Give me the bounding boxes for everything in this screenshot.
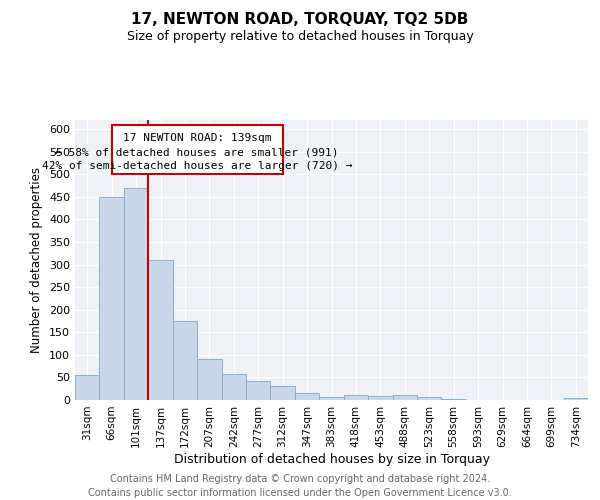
Text: 17, NEWTON ROAD, TORQUAY, TQ2 5DB: 17, NEWTON ROAD, TORQUAY, TQ2 5DB: [131, 12, 469, 28]
Bar: [563, 398, 588, 400]
Text: 42% of semi-detached houses are larger (720) →: 42% of semi-detached houses are larger (…: [42, 162, 352, 172]
Bar: [295, 393, 319, 400]
Bar: [124, 188, 148, 400]
X-axis label: Distribution of detached houses by size in Torquay: Distribution of detached houses by size …: [173, 452, 490, 466]
Bar: [246, 381, 271, 400]
Bar: [173, 321, 197, 400]
Bar: [392, 396, 417, 400]
Y-axis label: Number of detached properties: Number of detached properties: [31, 167, 43, 353]
Bar: [75, 375, 100, 400]
Bar: [344, 396, 368, 400]
Bar: [112, 124, 283, 174]
Bar: [368, 396, 392, 400]
Bar: [442, 398, 466, 400]
Bar: [148, 260, 173, 400]
Text: Contains HM Land Registry data © Crown copyright and database right 2024.
Contai: Contains HM Land Registry data © Crown c…: [88, 474, 512, 498]
Bar: [100, 197, 124, 400]
Bar: [221, 374, 246, 400]
Bar: [319, 397, 344, 400]
Bar: [197, 360, 221, 400]
Bar: [271, 386, 295, 400]
Text: ← 58% of detached houses are smaller (991): ← 58% of detached houses are smaller (99…: [55, 148, 339, 158]
Bar: [417, 397, 442, 400]
Text: 17 NEWTON ROAD: 139sqm: 17 NEWTON ROAD: 139sqm: [123, 133, 271, 143]
Text: Size of property relative to detached houses in Torquay: Size of property relative to detached ho…: [127, 30, 473, 43]
